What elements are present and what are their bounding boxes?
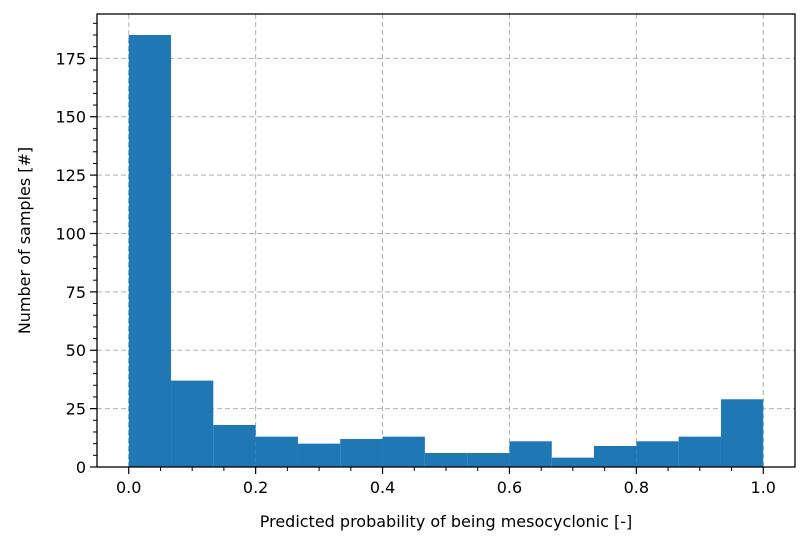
y-axis-label: Number of samples [#] [15,147,34,334]
histogram-bar [382,436,425,467]
y-tick-label: 175 [55,49,86,68]
histogram-bar [551,457,595,467]
histogram-bar [509,441,552,467]
histogram-bar [720,399,764,467]
histogram-bar [255,436,298,467]
x-tick-label: 0.4 [370,478,395,497]
y-tick-label: 150 [55,108,86,127]
histogram-bar [636,441,679,467]
histogram-bar [171,380,214,467]
x-axis-label: Predicted probability of being mesocyclo… [260,512,633,531]
y-tick-label: 100 [55,224,86,243]
y-tick-label: 125 [55,166,86,185]
histogram-bar [297,443,341,467]
histogram-bars [128,35,764,467]
y-tick-label: 0 [76,458,86,477]
axis-ticks: 0.0 0.2 0.4 0.6 0.8 1.0 0 25 50 75 100 125 150 175 [55,22,776,497]
histogram-bar [424,452,468,467]
histogram-bar [594,445,637,467]
x-tick-label: 0.8 [624,478,649,497]
y-tick-label: 25 [66,400,86,419]
y-tick-label: 75 [66,283,86,302]
histogram-bar [467,452,510,467]
x-tick-label: 0.2 [243,478,268,497]
histogram-bar [678,436,721,467]
histogram-bar [128,35,172,467]
y-tick-label: 50 [66,341,86,360]
grid-lines [97,14,795,468]
x-tick-label: 1.0 [751,478,776,497]
histogram-bar [213,424,256,467]
histogram-bar [340,438,383,467]
x-tick-label: 0.6 [497,478,522,497]
x-tick-label: 0.0 [116,478,141,497]
